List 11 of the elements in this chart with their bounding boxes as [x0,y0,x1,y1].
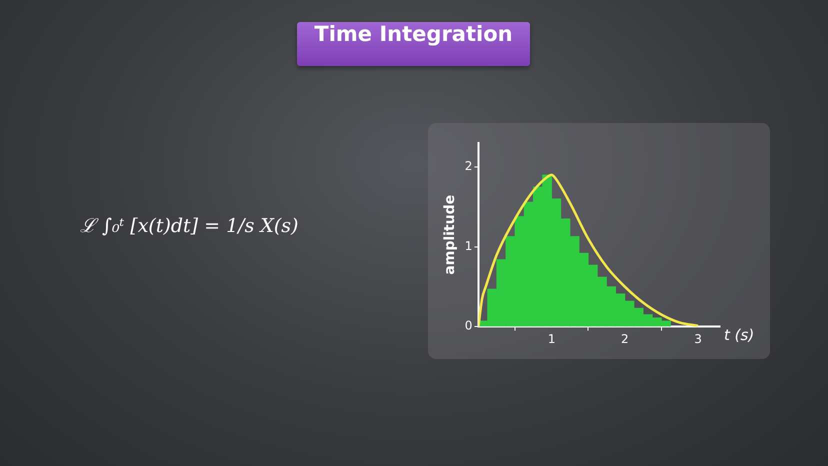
text: ℒ ∫₀ᵗ [x(t)dt] = 1/s X(s) [80,214,298,238]
x-tick-label: 1 [548,332,556,346]
x-axis-title: t (s) [724,326,754,344]
y-tick-label: 2 [464,159,472,174]
x-tick-label: 3 [694,332,702,346]
y-tick-label: 0 [464,318,472,333]
chart-title: Time Integration [297,22,530,66]
y-axis-title: amplitude [442,194,458,275]
y-tick-label: 1 [464,238,472,253]
line-series [478,174,700,327]
x-tick-label: 2 [621,332,629,346]
